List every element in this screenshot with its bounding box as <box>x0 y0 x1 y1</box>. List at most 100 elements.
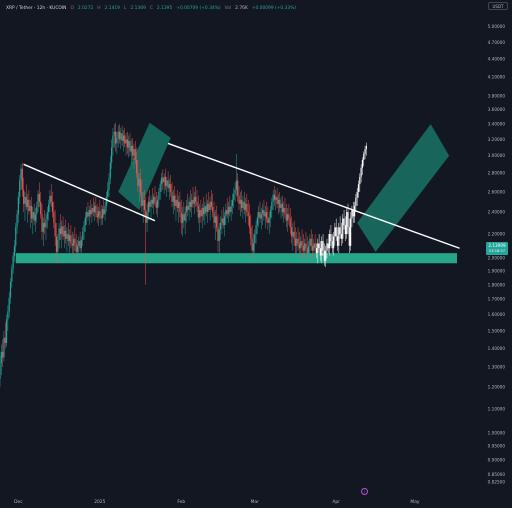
candle-body <box>109 162 111 179</box>
candle-body <box>134 149 136 160</box>
candle <box>244 197 247 223</box>
forecast-candle <box>330 225 332 246</box>
candle <box>294 227 297 254</box>
candle-body <box>247 212 249 217</box>
candle <box>162 169 164 190</box>
candle-body <box>183 214 185 221</box>
candle-body <box>248 216 251 228</box>
candle <box>222 206 224 229</box>
candle-body <box>265 212 268 219</box>
candle-body <box>319 248 322 256</box>
forecast-candle <box>318 234 320 254</box>
candle <box>4 322 6 349</box>
candle <box>111 139 113 169</box>
candle-body <box>264 212 266 217</box>
candle <box>82 227 84 246</box>
candle-body <box>79 241 81 249</box>
candle-body <box>199 210 201 218</box>
candle <box>0 344 2 375</box>
candle-body <box>267 218 269 223</box>
candle <box>309 234 311 256</box>
candle-body <box>235 180 237 190</box>
candle <box>298 231 301 256</box>
candle-body <box>117 131 119 138</box>
forecast-candle <box>350 212 352 251</box>
candle-body <box>23 189 25 204</box>
candle-body <box>326 243 328 251</box>
candle <box>58 222 60 249</box>
candle-body <box>141 191 143 206</box>
candle <box>300 236 302 260</box>
candle <box>234 182 236 202</box>
candle <box>220 216 222 240</box>
y-tick-label: 1.20000 <box>488 385 506 390</box>
high-label: H <box>97 5 101 11</box>
candle <box>124 127 126 148</box>
channel-1 <box>118 122 171 210</box>
candle <box>26 193 29 223</box>
candle <box>132 137 134 160</box>
candle <box>171 182 173 207</box>
candle <box>16 210 18 235</box>
candle-body <box>111 147 113 163</box>
candle-body <box>28 199 30 212</box>
candle-body <box>342 218 344 239</box>
price-axis[interactable]: 5.00000 4.70000 4.40000 4.10000 3.80000 3.600… <box>488 24 506 484</box>
candle <box>156 195 159 218</box>
forecast-candle <box>347 203 349 235</box>
candle-body <box>61 226 63 235</box>
candle <box>166 176 168 197</box>
candle-body <box>322 241 324 251</box>
candle-body <box>339 227 341 235</box>
candle <box>5 314 8 347</box>
candle-body <box>116 137 118 144</box>
candle-body <box>276 196 278 204</box>
change-value: +0.00709 (+0.34%) <box>176 5 221 11</box>
candle-body <box>334 227 336 237</box>
candle <box>126 131 128 155</box>
candle <box>268 212 270 235</box>
y-tick-label: 2.00000 <box>488 256 506 261</box>
candle <box>68 229 71 254</box>
candle <box>113 124 115 148</box>
candle <box>311 234 314 259</box>
candle-body <box>38 193 40 202</box>
currency-button[interactable]: USDT <box>488 2 508 10</box>
candle <box>185 199 188 223</box>
candle-body <box>304 243 306 251</box>
candle-body <box>301 241 303 246</box>
candle <box>200 199 202 223</box>
candle <box>19 174 21 204</box>
candle-body <box>213 212 215 223</box>
candle <box>3 330 5 362</box>
y-tick-label: 0.85000 <box>488 472 506 477</box>
candle-body <box>34 214 37 221</box>
info-circle-icon[interactable]: i <box>361 488 368 495</box>
candle-body <box>158 191 160 200</box>
y-tick-label: 4.10000 <box>488 74 506 79</box>
candle <box>101 205 104 226</box>
candle-body <box>294 238 297 246</box>
forecast-candle <box>353 201 356 223</box>
candle-body <box>68 235 71 242</box>
candle-body <box>159 184 161 192</box>
candle <box>80 236 83 259</box>
candle <box>202 196 205 221</box>
candle-body <box>139 178 142 192</box>
candle <box>285 203 287 228</box>
candle-body <box>244 203 247 211</box>
candle-body <box>268 217 270 223</box>
candle <box>302 234 304 259</box>
candle-body <box>272 194 274 202</box>
time-axis[interactable]: Dec 2025 Feb Mar Apr May <box>14 499 420 505</box>
symbol-title[interactable]: XRP / Tether · 12h · KUCOIN <box>6 5 67 11</box>
y-tick-label: 3.00000 <box>488 153 506 158</box>
candle <box>313 238 315 261</box>
candle-body <box>121 133 123 142</box>
y-tick-label: 1.80000 <box>488 282 506 287</box>
candle <box>191 193 193 218</box>
candle-body <box>275 196 277 200</box>
candle-body <box>285 214 287 221</box>
candle <box>209 196 211 221</box>
